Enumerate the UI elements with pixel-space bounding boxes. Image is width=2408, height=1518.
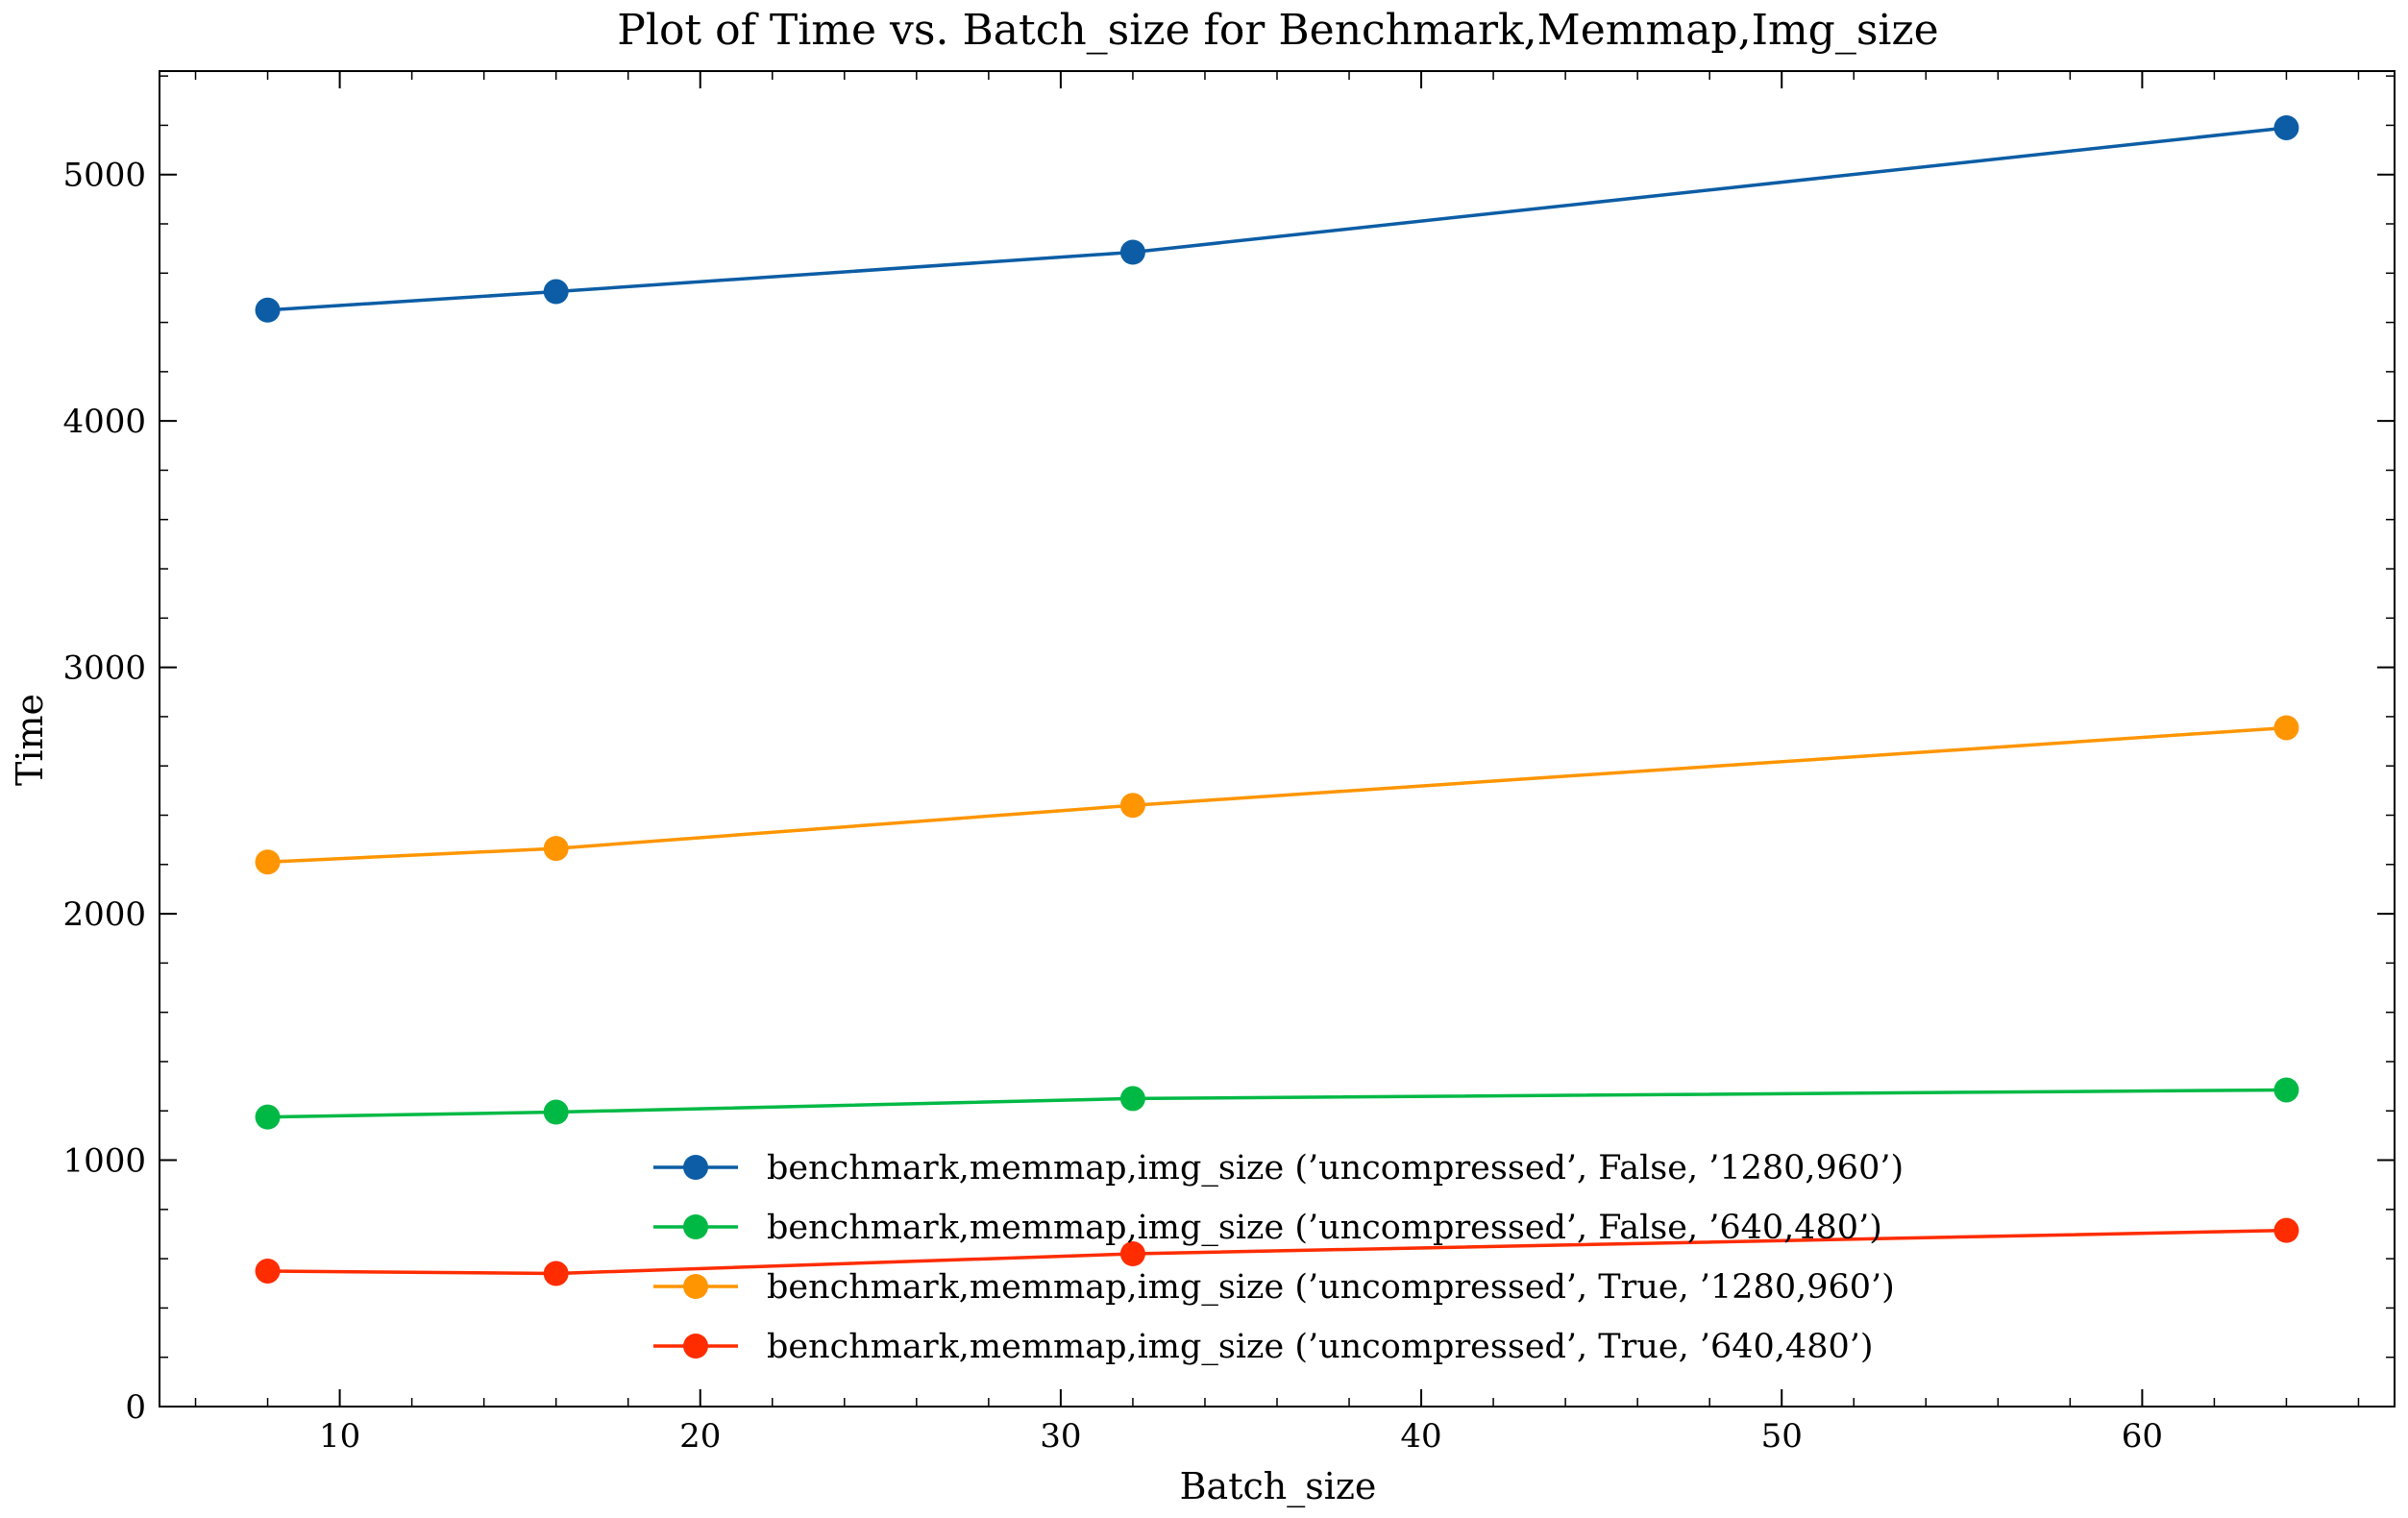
legend-entry-label: benchmark,memmap,img_size (’uncompressed… xyxy=(767,1209,1882,1247)
data-point xyxy=(1119,793,1145,819)
y-tick-label: 4000 xyxy=(62,403,146,441)
axes-frame xyxy=(159,70,2396,1408)
x-tick-label: 40 xyxy=(1400,1417,1441,1456)
data-point xyxy=(2273,1217,2299,1243)
y-tick-label: 1000 xyxy=(62,1142,146,1181)
data-point xyxy=(255,1104,281,1130)
x-tick-label: 10 xyxy=(319,1417,360,1456)
data-point xyxy=(543,1261,569,1286)
data-point xyxy=(2273,1077,2299,1103)
series-line-3 xyxy=(267,1228,2287,1276)
data-point xyxy=(1119,1086,1145,1112)
data-point xyxy=(1119,1240,1145,1266)
series-line-2 xyxy=(267,725,2287,864)
x-axis-label: Batch_size xyxy=(1180,1465,1377,1508)
x-tick-label: 20 xyxy=(679,1417,721,1456)
y-tick-label: 2000 xyxy=(62,895,146,934)
data-point xyxy=(255,297,281,323)
series-line-0 xyxy=(267,126,2287,312)
data-point xyxy=(255,1258,281,1284)
legend-marker xyxy=(683,1274,708,1299)
legend: benchmark,memmap,img_size (’uncompressed… xyxy=(653,1149,1904,1366)
x-tick-label: 50 xyxy=(1761,1417,1803,1456)
legend-marker xyxy=(683,1214,708,1239)
x-tick-label: 60 xyxy=(2122,1417,2163,1456)
series-line-1 xyxy=(267,1088,2287,1119)
data-point xyxy=(255,849,281,875)
data-point xyxy=(2273,715,2299,741)
x-tick-label: 30 xyxy=(1040,1417,1081,1456)
legend-entry-label: benchmark,memmap,img_size (’uncompressed… xyxy=(767,1328,1874,1366)
data-point xyxy=(543,279,569,305)
legend-marker xyxy=(683,1155,708,1180)
data-point xyxy=(2273,114,2299,140)
data-point xyxy=(543,836,569,862)
legend-entry-label: benchmark,memmap,img_size (’uncompressed… xyxy=(767,1149,1904,1187)
y-tick-label: 0 xyxy=(125,1388,146,1427)
data-point xyxy=(1119,239,1145,265)
data-point xyxy=(543,1099,569,1125)
plot-area: 10 20 30 40 50 60 0 1000 2000 3000 4000 5000 xyxy=(62,70,2396,1456)
y-tick-label: 5000 xyxy=(62,157,146,195)
chart-title: Plot of Time vs. Batch_size for Benchmar… xyxy=(617,6,1938,55)
y-tick-label: 3000 xyxy=(62,649,146,688)
y-axis-label: Time xyxy=(9,694,51,786)
legend-entry-label: benchmark,memmap,img_size (’uncompressed… xyxy=(767,1268,1895,1307)
legend-marker xyxy=(683,1334,708,1359)
